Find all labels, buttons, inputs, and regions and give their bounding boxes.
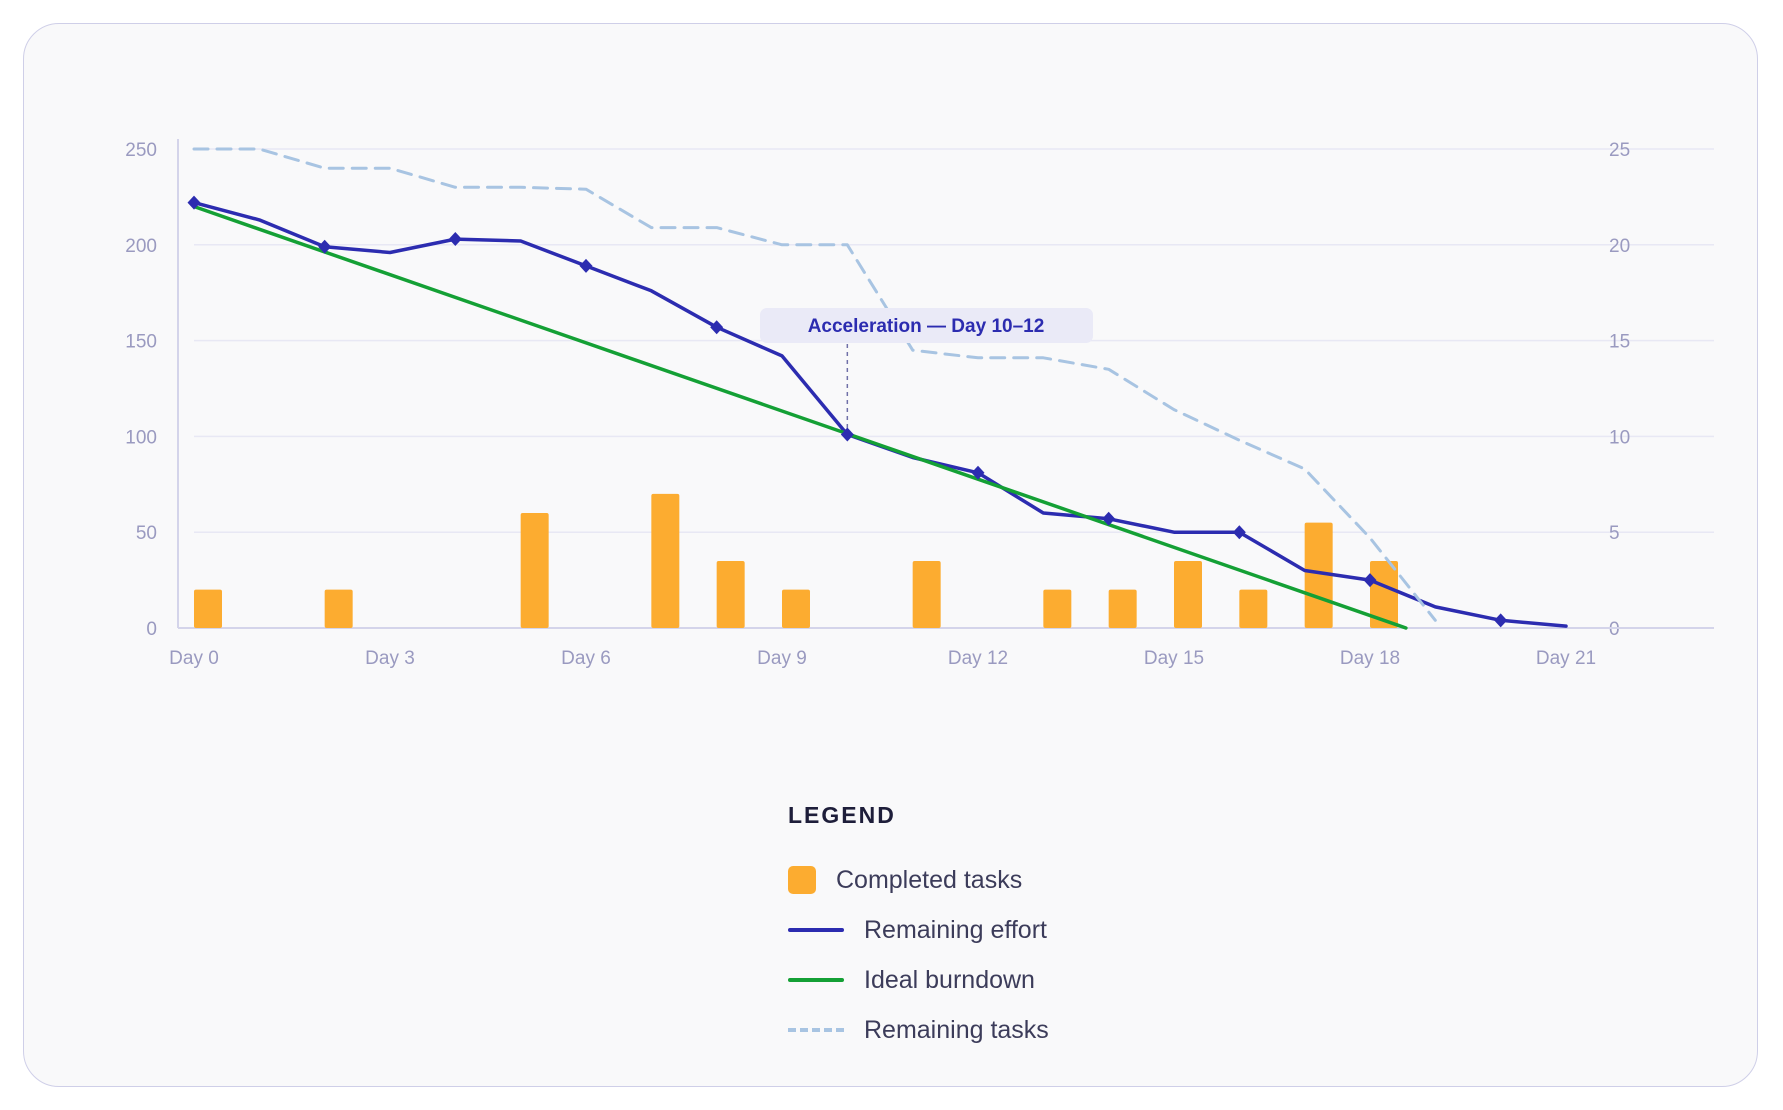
right-tick-label: 5 — [1609, 523, 1620, 544]
burndown-chart: 0 50 100 150 200 250 0 5 10 15 20 25 Day 0 Day 3 Day 6… — [125, 139, 1714, 669]
left-tick-label: 50 — [136, 523, 157, 544]
left-tick-label: 250 — [125, 140, 157, 161]
legend-label: Ideal burndown — [864, 965, 1035, 994]
series-lines — [192, 147, 1568, 630]
left-tick-label: 100 — [125, 427, 157, 448]
x-tick-label: Day 6 — [561, 648, 611, 669]
marker-remaining-effort — [971, 465, 985, 480]
marker-remaining-effort — [710, 320, 724, 335]
bar-completed-tasks — [1239, 589, 1268, 628]
marker-remaining-effort — [1232, 525, 1246, 540]
left-tick-label: 0 — [146, 619, 157, 640]
right-tick-label: 0 — [1609, 619, 1620, 640]
legend-item-ideal-burndown: Ideal burndown — [788, 955, 1049, 1005]
right-tick-label: 25 — [1609, 140, 1630, 161]
x-tick-label: Day 21 — [1536, 648, 1596, 669]
right-tick-label: 20 — [1609, 236, 1630, 257]
series-line-ideal-burndown — [192, 204, 1408, 630]
bar-completed-tasks — [651, 493, 680, 628]
marker-remaining-effort — [1494, 613, 1508, 628]
legend-title: LEGEND — [788, 802, 896, 828]
legend: LEGEND Completed tasks Remaining effort … — [788, 802, 1049, 1055]
legend-label: Completed tasks — [836, 865, 1023, 894]
left-tick-label: 200 — [125, 236, 157, 257]
x-tick-label: Day 12 — [948, 648, 1008, 669]
legend-item-completed-tasks: Completed tasks — [788, 855, 1049, 905]
bar-completed-tasks — [716, 560, 745, 628]
series-line-remaining-tasks — [192, 147, 1437, 622]
legend-item-remaining-tasks: Remaining tasks — [788, 1005, 1049, 1055]
left-tick-label: 150 — [125, 332, 157, 353]
bar-completed-tasks — [324, 589, 353, 628]
legend-swatch — [788, 928, 844, 932]
legend-label: Remaining effort — [864, 915, 1047, 944]
x-tick-label: Day 9 — [757, 648, 807, 669]
bar-completed-tasks — [1043, 589, 1072, 628]
axes: 0 50 100 150 200 250 0 5 10 15 20 25 Day 0 Day 3 Day 6… — [125, 139, 1714, 669]
effort-markers — [187, 195, 1508, 628]
bar-completed-tasks — [1174, 560, 1202, 628]
right-tick-label: 15 — [1609, 332, 1630, 353]
marker-remaining-effort — [318, 239, 332, 254]
bar-completed-tasks — [912, 560, 941, 628]
marker-remaining-effort — [187, 195, 201, 210]
bar-completed-tasks — [520, 513, 549, 628]
marker-remaining-effort — [579, 258, 593, 273]
right-tick-label: 10 — [1609, 427, 1630, 448]
annotation-group: Acceleration — Day 10–12 — [760, 308, 1093, 429]
legend-label: Remaining tasks — [864, 1015, 1049, 1044]
legend-item-remaining-effort: Remaining effort — [788, 905, 1049, 955]
x-tick-label: Day 18 — [1340, 648, 1400, 669]
series-line-remaining-effort — [192, 200, 1568, 628]
legend-swatch — [788, 978, 844, 982]
chart-card: 0 50 100 150 200 250 0 5 10 15 20 25 Day 0 Day 3 Day 6… — [23, 23, 1758, 1087]
marker-remaining-effort — [448, 232, 462, 247]
annotation-box — [760, 308, 1093, 343]
bar-completed-tasks — [194, 589, 222, 628]
bar-completed-tasks — [782, 589, 810, 628]
x-tick-label: Day 3 — [365, 648, 415, 669]
x-tick-label: Day 0 — [169, 648, 219, 669]
x-tick-label: Day 15 — [1144, 648, 1204, 669]
annotation-text: Acceleration — Day 10–12 — [808, 316, 1045, 337]
marker-remaining-effort — [1363, 573, 1377, 588]
bar-completed-tasks — [1370, 560, 1398, 628]
legend-swatch — [788, 866, 816, 894]
legend-swatch — [788, 1028, 844, 1032]
bar-completed-tasks — [1108, 589, 1137, 628]
marker-remaining-effort — [840, 427, 854, 442]
